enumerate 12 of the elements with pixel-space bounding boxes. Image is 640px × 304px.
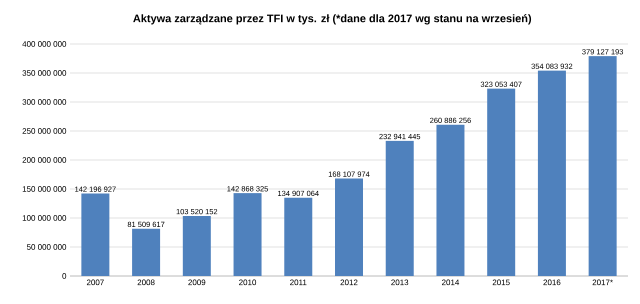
bar <box>538 70 566 276</box>
bar <box>284 198 312 276</box>
chart-title: Aktywa zarządzane przez TFI w tys. zł (*dane dla 2017 wg stanu na wrzesień) <box>133 14 532 25</box>
bar <box>81 194 110 276</box>
bar <box>132 228 160 276</box>
bar <box>487 88 516 276</box>
bar <box>182 216 211 276</box>
bar <box>436 124 464 276</box>
bar <box>335 178 364 276</box>
bar <box>588 56 617 276</box>
bar <box>386 140 414 276</box>
bar <box>234 193 262 276</box>
